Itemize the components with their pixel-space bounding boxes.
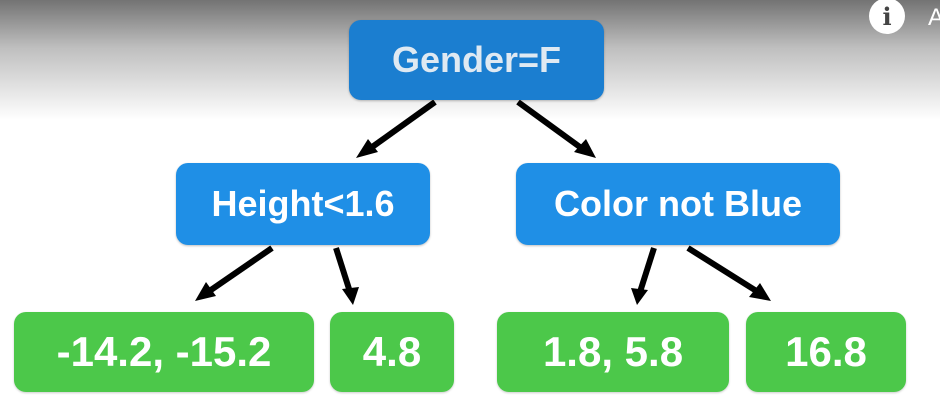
leaf-node-1: -14.2, -15.2 [14,312,314,392]
edge-left-leaf2 [336,248,350,292]
edge-right-leaf4 [688,248,758,292]
right-decision-node: Color not Blue [516,163,840,245]
root-node: Gender=F [349,20,604,100]
edge-left-leaf1 [208,248,272,292]
leaf-node-2: 4.8 [330,312,454,392]
arrowhead-right-leaf3 [631,288,648,305]
leaf-node-4: 16.8 [746,312,906,392]
cut-off-overlay-text: A [928,4,940,32]
edge-root-left [368,102,435,150]
leaf-node-3: 1.8, 5.8 [497,312,729,392]
edge-right-leaf3 [640,248,654,292]
left-decision-node: Height<1.6 [176,163,430,245]
edge-root-right [518,102,584,150]
arrowhead-left-leaf2 [342,287,359,305]
